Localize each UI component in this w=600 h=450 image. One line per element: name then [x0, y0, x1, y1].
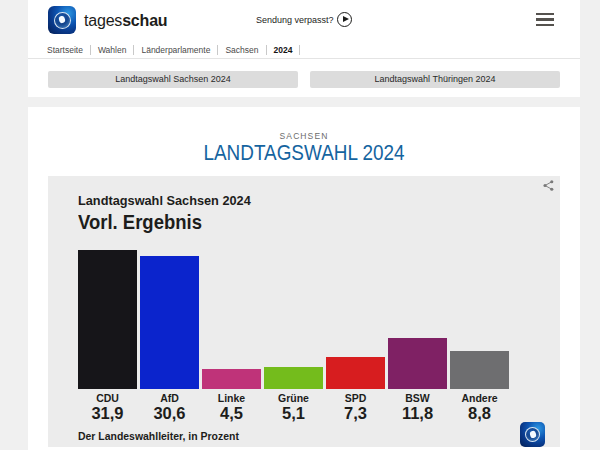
breadcrumb: Startseite Wahlen Länderparlamente Sachs… [40, 43, 300, 57]
landtagswahl-sachsen-button[interactable]: Landtagswahl Sachsen 2024 [48, 71, 298, 88]
bar-label-spd: SPD [326, 392, 385, 404]
bar-value-grüne: 5,1 [264, 404, 323, 423]
bar-label-cdu: CDU [78, 392, 137, 404]
breadcrumb-item-startseite[interactable]: Startseite [40, 45, 90, 55]
brand-bold: schau [122, 12, 167, 29]
bar-bsw [388, 338, 447, 389]
bar-cdu [78, 250, 137, 389]
main-content: SACHSEN LANDTAGSWAHL 2024 Landtagswahl S… [28, 107, 580, 450]
bar-value-afd: 30,6 [140, 404, 199, 423]
bar-value-linke: 4,5 [202, 404, 261, 423]
bar-names-row: CDUAfDLinkeGrüneSPDBSWAndere [78, 392, 509, 404]
header: tagesschau Sendung verpasst? Startseite … [28, 0, 580, 97]
brand-regular: tages [84, 12, 122, 29]
chart-source: Der Landeswahlleiter, in Prozent [78, 430, 239, 442]
breadcrumb-item-laenderparlamente[interactable]: Länderparlamente [134, 45, 217, 55]
breadcrumb-item-wahlen[interactable]: Wahlen [91, 45, 134, 55]
divider [28, 58, 580, 59]
brand-wordmark[interactable]: tagesschau [84, 12, 167, 30]
breadcrumb-separator [299, 45, 300, 55]
plot-area [78, 176, 509, 389]
bar-value-andere: 8,8 [450, 404, 509, 423]
tagesschau-watermark-icon [520, 422, 545, 447]
bar-value-cdu: 31,9 [78, 404, 137, 423]
tagesschau-logo-icon[interactable] [48, 6, 76, 34]
chart-card: Landtagswahl Sachsen 2024 Vorl. Ergebnis… [48, 176, 560, 447]
breadcrumb-item-sachsen[interactable]: Sachsen [218, 45, 265, 55]
sendung-verpasst-link[interactable]: Sendung verpasst? [256, 15, 334, 25]
bar-value-spd: 7,3 [326, 404, 385, 423]
bar-label-afd: AfD [140, 392, 199, 404]
bar-linke [202, 369, 261, 389]
globe-flag [529, 430, 536, 438]
bar-label-bsw: BSW [388, 392, 447, 404]
bar-values-row: 31,930,64,55,17,311,88,8 [78, 404, 509, 423]
bar-label-linke: Linke [202, 392, 261, 404]
landtagswahl-thueringen-button[interactable]: Landtagswahl Thüringen 2024 [310, 71, 560, 88]
menu-icon[interactable] [536, 13, 554, 26]
bar-grüne [264, 367, 323, 389]
play-icon[interactable] [337, 12, 352, 27]
bar-value-bsw: 11,8 [388, 404, 447, 423]
bar-spd [326, 357, 385, 389]
page-title: LANDTAGSWAHL 2024 [67, 140, 542, 166]
bar-andere [450, 351, 509, 389]
bar-afd [140, 256, 199, 389]
share-icon[interactable] [543, 180, 554, 191]
bar-label-grüne: Grüne [264, 392, 323, 404]
bar-label-andere: Andere [450, 392, 509, 404]
breadcrumb-item-2024[interactable]: 2024 [267, 45, 300, 55]
